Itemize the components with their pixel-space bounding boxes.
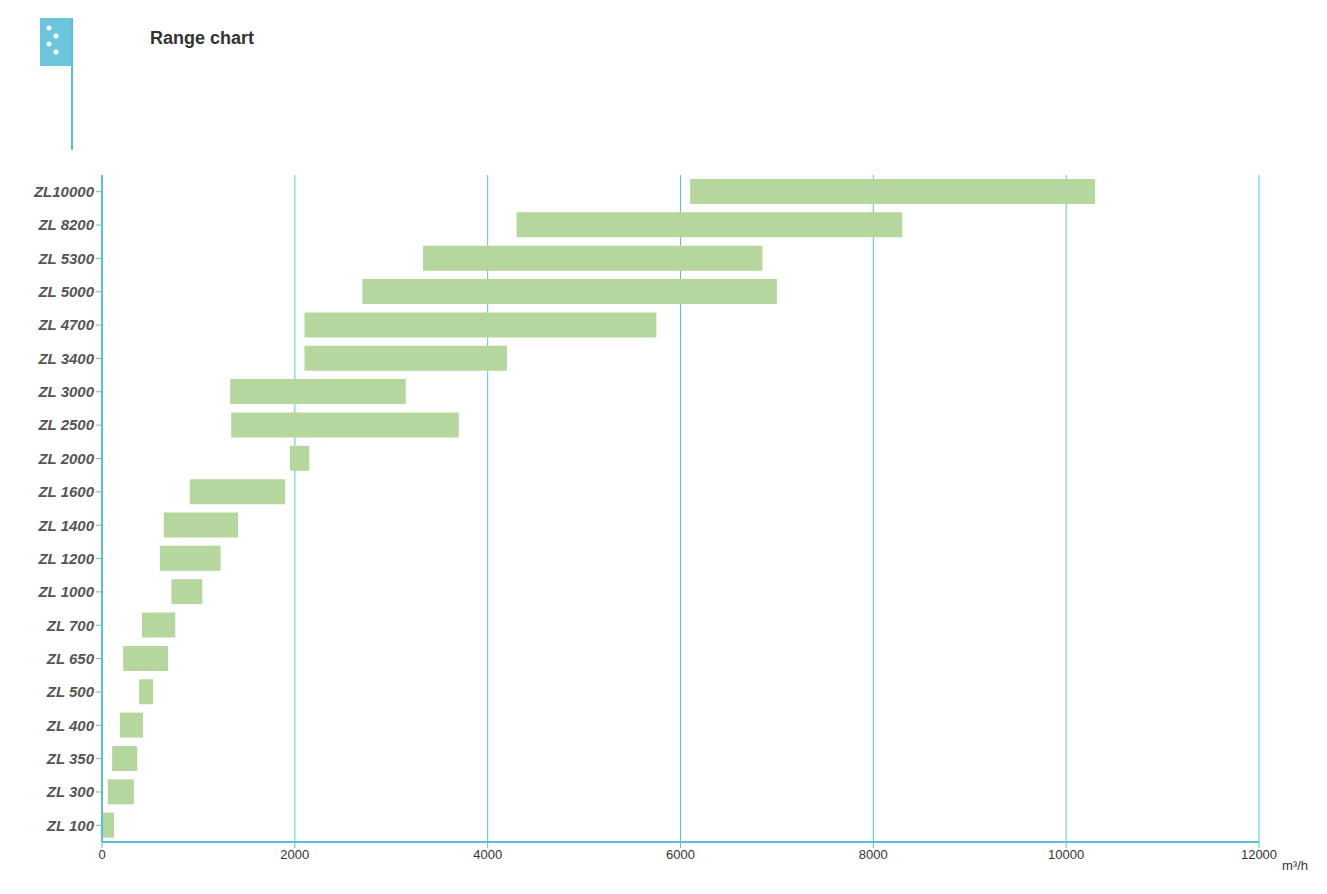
svg-text:ZL 100: ZL 100 [46,817,95,834]
html-text:m³/h: m³/h [1282,858,1308,873]
svg-text:ZL 5000: ZL 5000 [37,283,94,300]
svg-text:ZL 3400: ZL 3400 [37,350,94,367]
svg-text:ZL 1000: ZL 1000 [37,583,94,600]
svg-text:4000: 4000 [473,847,502,862]
svg-text:ZL 5300: ZL 5300 [37,250,94,267]
svg-text:ZL 2500: ZL 2500 [37,416,94,433]
svg-text:ZL10000: ZL10000 [33,183,95,200]
svg-text:12000: 12000 [1241,847,1277,862]
svg-text:ZL 1200: ZL 1200 [37,550,94,567]
svg-text:ZL 400: ZL 400 [46,717,95,734]
svg-text:ZL 700: ZL 700 [46,617,95,634]
svg-text:ZL 3000: ZL 3000 [37,383,94,400]
svg-text:ZL 1600: ZL 1600 [37,483,94,500]
svg-text:ZL 8200: ZL 8200 [37,216,94,233]
html-text:Range chart: Range chart [150,28,254,48]
svg-text:0: 0 [98,847,105,862]
svg-text:10000: 10000 [1048,847,1084,862]
svg-text:6000: 6000 [666,847,695,862]
svg-text:ZL 2000: ZL 2000 [37,450,94,467]
svg-text:ZL 300: ZL 300 [46,783,95,800]
svg-text:2000: 2000 [280,847,309,862]
svg-text:ZL 350: ZL 350 [46,750,95,767]
svg-text:ZL 500: ZL 500 [46,683,95,700]
svg-text:ZL 4700: ZL 4700 [37,316,94,333]
svg-text:8000: 8000 [859,847,888,862]
svg-text:ZL 650: ZL 650 [46,650,95,667]
svg-text:ZL 1400: ZL 1400 [37,517,94,534]
